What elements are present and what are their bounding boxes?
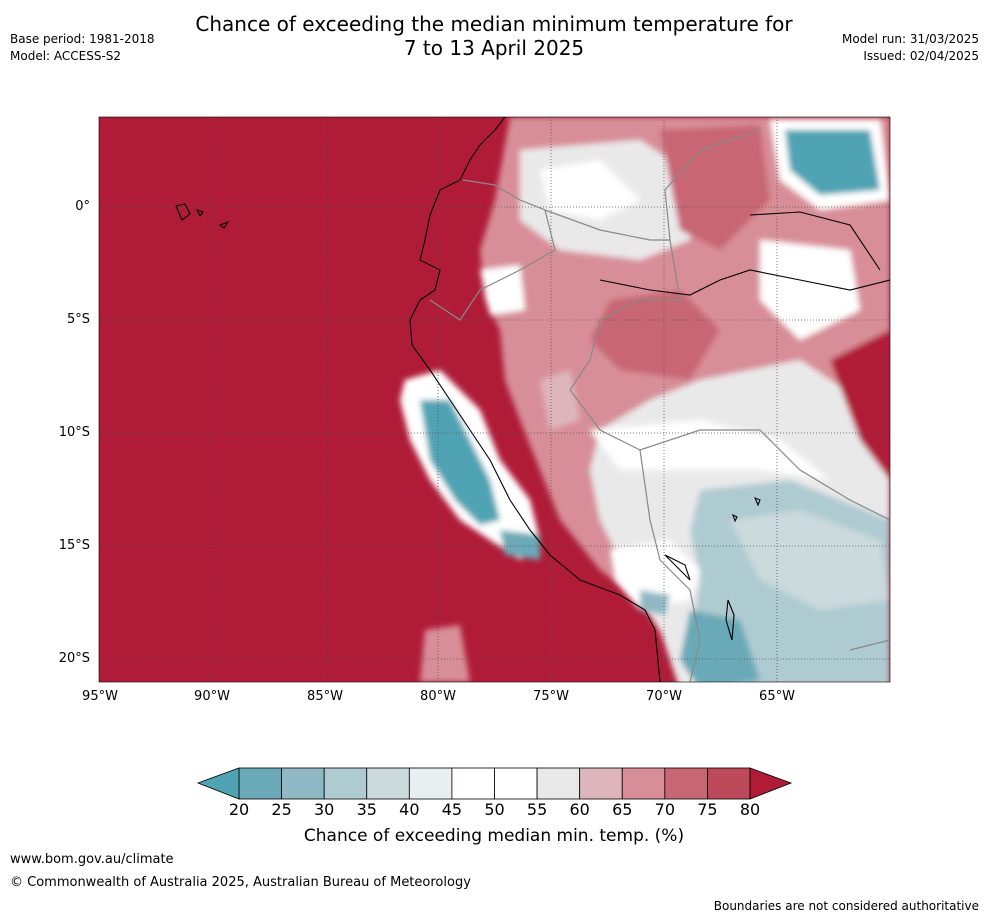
issued-date: Issued: 02/04/2025 bbox=[863, 49, 979, 63]
base-period: Base period: 1981-2018 bbox=[10, 32, 155, 46]
colorbar-tick-label: 40 bbox=[399, 800, 420, 819]
lon-label: 85°W bbox=[307, 689, 343, 704]
colorbar-tick-label: 75 bbox=[697, 800, 718, 819]
lat-label: 20°S bbox=[58, 651, 90, 666]
colorbar-cell bbox=[366, 767, 410, 800]
model-name: Model: ACCESS-S2 bbox=[10, 49, 122, 63]
colorbar-cell bbox=[408, 767, 453, 800]
colorbar-cell bbox=[707, 767, 751, 800]
lon-label: 75°W bbox=[533, 689, 569, 704]
colorbar-cell bbox=[536, 767, 581, 800]
colorbar-tick-label: 45 bbox=[441, 800, 463, 819]
colorbar-tick-label: 35 bbox=[356, 800, 377, 819]
colorbar-tick-label: 30 bbox=[313, 800, 335, 819]
coastline bbox=[175, 117, 890, 682]
colorbar-tick-label: 50 bbox=[484, 800, 505, 819]
lon-label: 95°W bbox=[82, 689, 118, 704]
footer-url: www.bom.gov.au/climate bbox=[10, 852, 174, 867]
colorbar-cell bbox=[494, 767, 538, 800]
colorbar-tick-label: 65 bbox=[612, 800, 633, 819]
colorbar-tick-label: 20 bbox=[228, 800, 250, 819]
colorbar-title: Chance of exceeding median min. temp. (%… bbox=[303, 826, 685, 846]
lat-label: 5°S bbox=[66, 312, 90, 327]
lat-label: 0° bbox=[75, 199, 90, 214]
lat-label: 10°S bbox=[58, 425, 90, 440]
colorbar-over-arrow bbox=[749, 767, 793, 800]
coastal-cool-anomaly bbox=[400, 370, 700, 682]
map-field bbox=[99, 117, 890, 682]
colorbar-tick-label: 80 bbox=[739, 800, 761, 819]
colorbar-cell bbox=[281, 767, 325, 800]
colorbar-tick-label: 70 bbox=[654, 800, 675, 819]
lon-label: 90°W bbox=[194, 689, 230, 704]
colorbar-cell bbox=[238, 767, 282, 800]
land-probability-field bbox=[480, 117, 890, 682]
lon-label: 70°W bbox=[646, 689, 682, 704]
colorbar-cell bbox=[664, 767, 708, 800]
map-title: Chance of exceeding the median minimum t… bbox=[0, 12, 988, 60]
footer-copyright: © Commonwealth of Australia 2025, Austra… bbox=[10, 875, 471, 890]
colorbar-tick-label: 60 bbox=[569, 800, 590, 819]
meta-right: Model run: 31/03/2025 Issued: 02/04/2025 bbox=[842, 31, 979, 65]
colorbar-under-arrow bbox=[196, 767, 240, 800]
colorbar-cell bbox=[451, 767, 495, 800]
lat-label: 15°S bbox=[58, 538, 90, 553]
footer-note: Boundaries are not considered authoritat… bbox=[713, 899, 979, 913]
colorbar-tick-label: 55 bbox=[526, 800, 548, 819]
lon-label: 65°W bbox=[759, 689, 795, 704]
country-borders bbox=[429, 129, 890, 682]
lon-label: 80°W bbox=[420, 689, 456, 704]
colorbar-cell bbox=[323, 767, 368, 800]
model-run: Model run: 31/03/2025 bbox=[841, 32, 979, 46]
title-line-2: 7 to 13 April 2025 bbox=[403, 36, 585, 60]
meta-left: Base period: 1981-2018 Model: ACCESS-S2 bbox=[10, 31, 155, 65]
map-frame bbox=[98, 116, 891, 683]
colorbar-cell bbox=[621, 767, 666, 800]
colorbar-cell bbox=[579, 767, 623, 800]
colorbar-cells bbox=[238, 767, 751, 800]
title-line-1: Chance of exceeding the median minimum t… bbox=[195, 12, 793, 36]
graticule bbox=[99, 117, 890, 682]
colorbar-tick-label: 25 bbox=[271, 800, 292, 819]
